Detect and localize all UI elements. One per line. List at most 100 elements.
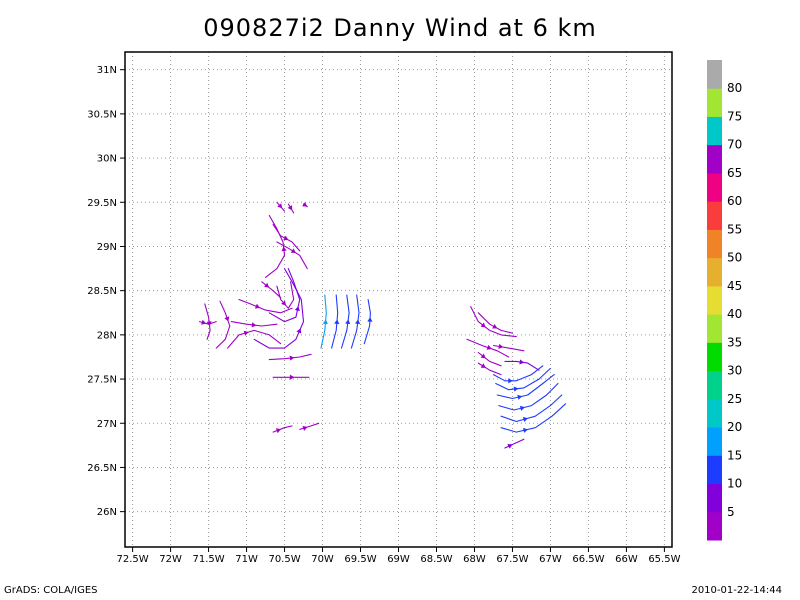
x-tick-label: 65.5W xyxy=(648,554,680,565)
streamline-arrow xyxy=(519,405,525,411)
colorbar-swatch xyxy=(707,257,722,287)
x-tick-label: 67W xyxy=(539,554,562,565)
streamline-arrow xyxy=(334,319,340,325)
streamline-arrow xyxy=(507,443,513,449)
streamline-arrow xyxy=(508,378,513,384)
streamline-arrow xyxy=(251,322,257,328)
streamline-arrow xyxy=(283,235,289,241)
streamline-arrow xyxy=(513,386,519,392)
streamline-arrow xyxy=(322,319,328,325)
colorbar-swatch xyxy=(707,398,722,428)
streamline-arrow xyxy=(302,425,308,431)
colorbar-label: 10 xyxy=(727,477,742,491)
streamline-arrow xyxy=(277,203,283,209)
streamline-arrow xyxy=(289,374,295,380)
y-tick-label: 29N xyxy=(97,242,117,253)
colorbar-label: 25 xyxy=(727,392,742,406)
streamline-arrow xyxy=(367,317,373,322)
colorbar-swatch xyxy=(707,342,722,372)
footer-timestamp: 2010-01-22-14:44 xyxy=(691,585,782,596)
streamline-arrow xyxy=(480,353,486,359)
streamline xyxy=(492,344,525,352)
streamline xyxy=(470,306,517,338)
streamline-arrow xyxy=(492,323,498,329)
footer-credit: GrADS: COLA/IGES xyxy=(4,585,98,596)
streamline xyxy=(492,365,544,382)
x-tick-label: 70.5W xyxy=(268,554,300,565)
streamline-arrow xyxy=(486,344,492,350)
x-tick-label: 70W xyxy=(311,554,334,565)
colorbar-label: 65 xyxy=(727,166,742,180)
y-tick-label: 26N xyxy=(97,507,117,518)
colorbar-swatch xyxy=(707,455,722,485)
y-tick-label: 28.5N xyxy=(87,286,117,297)
chart-title: 090827i2 Danny Wind at 6 km xyxy=(203,14,597,42)
x-axis: 72.5W 72W 71.5W 71W 70.5W 70W 69.5W 69W 68.5W 68W… xyxy=(117,547,681,565)
streamline xyxy=(498,382,559,411)
streamline-arrow xyxy=(264,282,270,288)
colorbar-label: 75 xyxy=(727,109,742,123)
y-tick-label: 27N xyxy=(97,419,117,430)
y-axis: 26N 26.5N 27N 27.5N 28N 28.5N 29N 29.5N 30N 30.5N… xyxy=(87,65,125,518)
colorbar-label: 80 xyxy=(727,81,742,95)
streamline-arrow xyxy=(517,394,523,400)
y-tick-label: 27.5N xyxy=(87,375,117,386)
y-tick-label: 30N xyxy=(97,154,117,165)
y-tick-label: 28N xyxy=(97,330,117,341)
x-tick-label: 67.5W xyxy=(496,554,528,565)
colorbar-label: 30 xyxy=(727,364,742,378)
y-tick-label: 31N xyxy=(97,65,117,76)
colorbar-swatch xyxy=(707,511,722,541)
colorbar-swatch xyxy=(707,483,722,513)
streamline-arrow xyxy=(281,300,287,306)
y-tick-label: 30.5N xyxy=(87,109,117,120)
streamline-arrow xyxy=(480,363,486,368)
x-tick-label: 69.5W xyxy=(344,554,376,565)
streamline-arrow xyxy=(480,322,486,328)
streamline xyxy=(496,374,555,400)
colorbar-swatch xyxy=(707,201,722,230)
streamline-arrow xyxy=(522,427,528,433)
grid xyxy=(125,52,672,547)
streamline-arrow xyxy=(201,319,207,325)
x-tick-label: 68W xyxy=(463,554,486,565)
streamline-arrow xyxy=(290,248,296,253)
streamline-arrow xyxy=(289,355,295,361)
x-tick-label: 71.5W xyxy=(192,554,224,565)
x-tick-label: 66W xyxy=(615,554,638,565)
streamline xyxy=(272,425,293,433)
colorbar-label: 5 xyxy=(727,505,735,519)
streamline-arrow xyxy=(522,416,528,422)
colorbar: 5 10 15 20 25 30 35 40 45 50 55 60 65 70 75 80 xyxy=(707,60,742,541)
x-tick-label: 72W xyxy=(159,554,182,565)
streamline xyxy=(238,298,293,314)
streamline-arrow xyxy=(281,246,287,252)
streamline xyxy=(227,329,282,349)
y-tick-label: 26.5N xyxy=(87,463,117,474)
streamline-arrow xyxy=(243,330,249,336)
colorbar-swatch xyxy=(707,60,722,89)
colorbar-label: 35 xyxy=(727,335,742,349)
streamline-arrow xyxy=(354,319,361,325)
streamline xyxy=(477,351,502,367)
streamline-arrow xyxy=(296,328,302,334)
streamline-arrow xyxy=(345,319,351,325)
streamlines xyxy=(198,201,567,449)
y-tick-label: 29.5N xyxy=(87,198,117,209)
colorbar-label: 20 xyxy=(727,420,742,434)
x-tick-label: 69W xyxy=(387,554,410,565)
colorbar-label: 55 xyxy=(727,222,742,236)
colorbar-swatch xyxy=(707,116,722,146)
streamline xyxy=(495,367,551,391)
colorbar-swatch xyxy=(707,314,722,343)
colorbar-swatch xyxy=(707,427,722,456)
streamline-arrow xyxy=(519,359,525,365)
colorbar-swatch xyxy=(707,229,722,259)
streamline-arrow xyxy=(294,306,300,312)
colorbar-swatch xyxy=(707,88,722,117)
streamline xyxy=(215,300,231,349)
colorbar-swatch xyxy=(707,370,722,400)
colorbar-label: 15 xyxy=(727,448,742,462)
streamline-arrow xyxy=(254,303,261,309)
